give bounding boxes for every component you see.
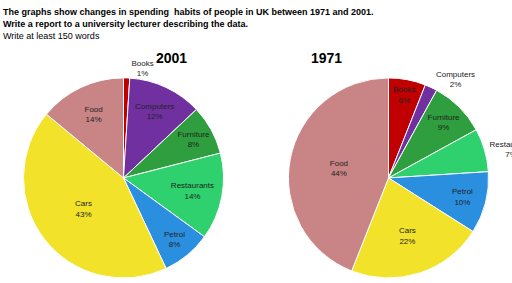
svg-text:Computers12%: Computers12% bbox=[135, 102, 174, 121]
svg-text:Food14%: Food14% bbox=[85, 105, 103, 124]
svg-text:Books1%: Books1% bbox=[131, 59, 153, 78]
svg-text:Petrol10%: Petrol10% bbox=[452, 187, 473, 206]
svg-text:Write at least 150 words: Write at least 150 words bbox=[3, 31, 100, 41]
svg-text:Cars22%: Cars22% bbox=[399, 226, 416, 245]
svg-text:Computers2%: Computers2% bbox=[436, 70, 475, 89]
svg-text:Food44%: Food44% bbox=[330, 159, 348, 178]
svg-text:1971: 1971 bbox=[311, 50, 342, 66]
svg-text:Petrol8%: Petrol8% bbox=[164, 230, 185, 249]
svg-text:Furniture8%: Furniture8% bbox=[177, 130, 210, 149]
svg-text:Cars43%: Cars43% bbox=[75, 199, 92, 218]
svg-text:Furniture9%: Furniture9% bbox=[428, 113, 461, 132]
svg-text:Restaurants7%: Restaurants7% bbox=[489, 140, 512, 159]
svg-text:Books6%: Books6% bbox=[393, 85, 415, 104]
svg-text:Restaurants14%: Restaurants14% bbox=[171, 181, 214, 200]
svg-text:2001: 2001 bbox=[156, 50, 187, 66]
svg-text:The graphs show changes in spe: The graphs show changes in spending habi… bbox=[3, 7, 374, 17]
svg-text:Write a report to a university: Write a report to a university lecturer … bbox=[3, 19, 248, 29]
